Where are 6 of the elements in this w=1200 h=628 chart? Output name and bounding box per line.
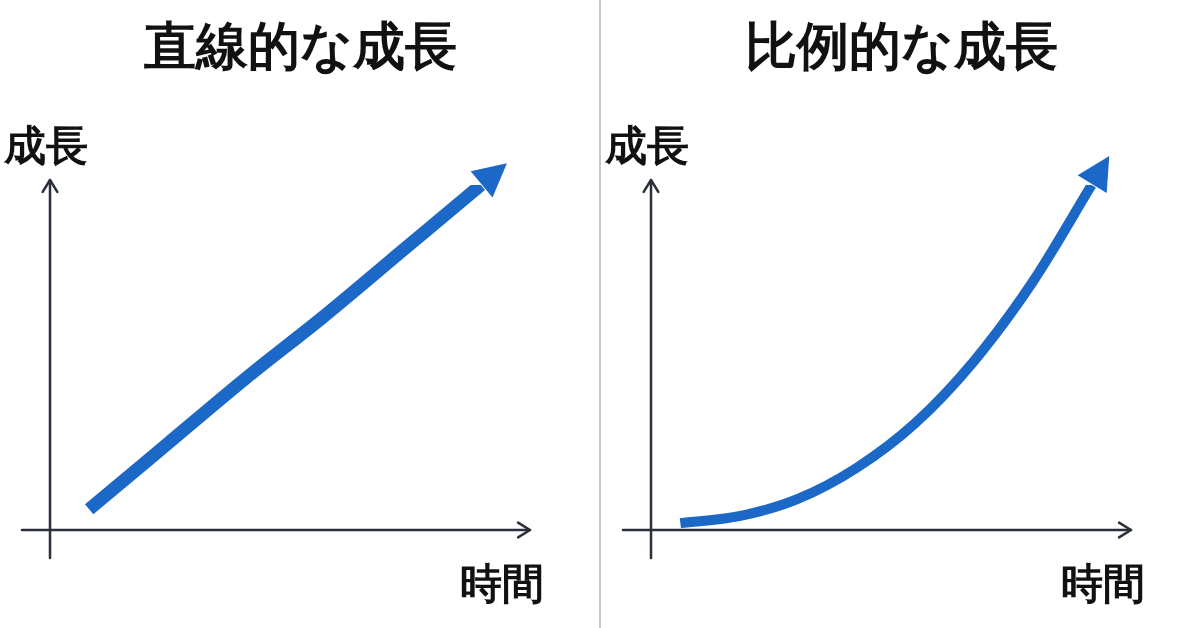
x-axis-title: 時間 [1061, 558, 1145, 610]
y-axis-title: 成長 [605, 120, 689, 172]
y-axis-title: 成長 [4, 120, 88, 172]
chart-title: 直線的な成長 [142, 15, 458, 78]
x-axis-title: 時間 [460, 558, 544, 610]
chart-title: 比例的な成長 [743, 15, 1059, 78]
